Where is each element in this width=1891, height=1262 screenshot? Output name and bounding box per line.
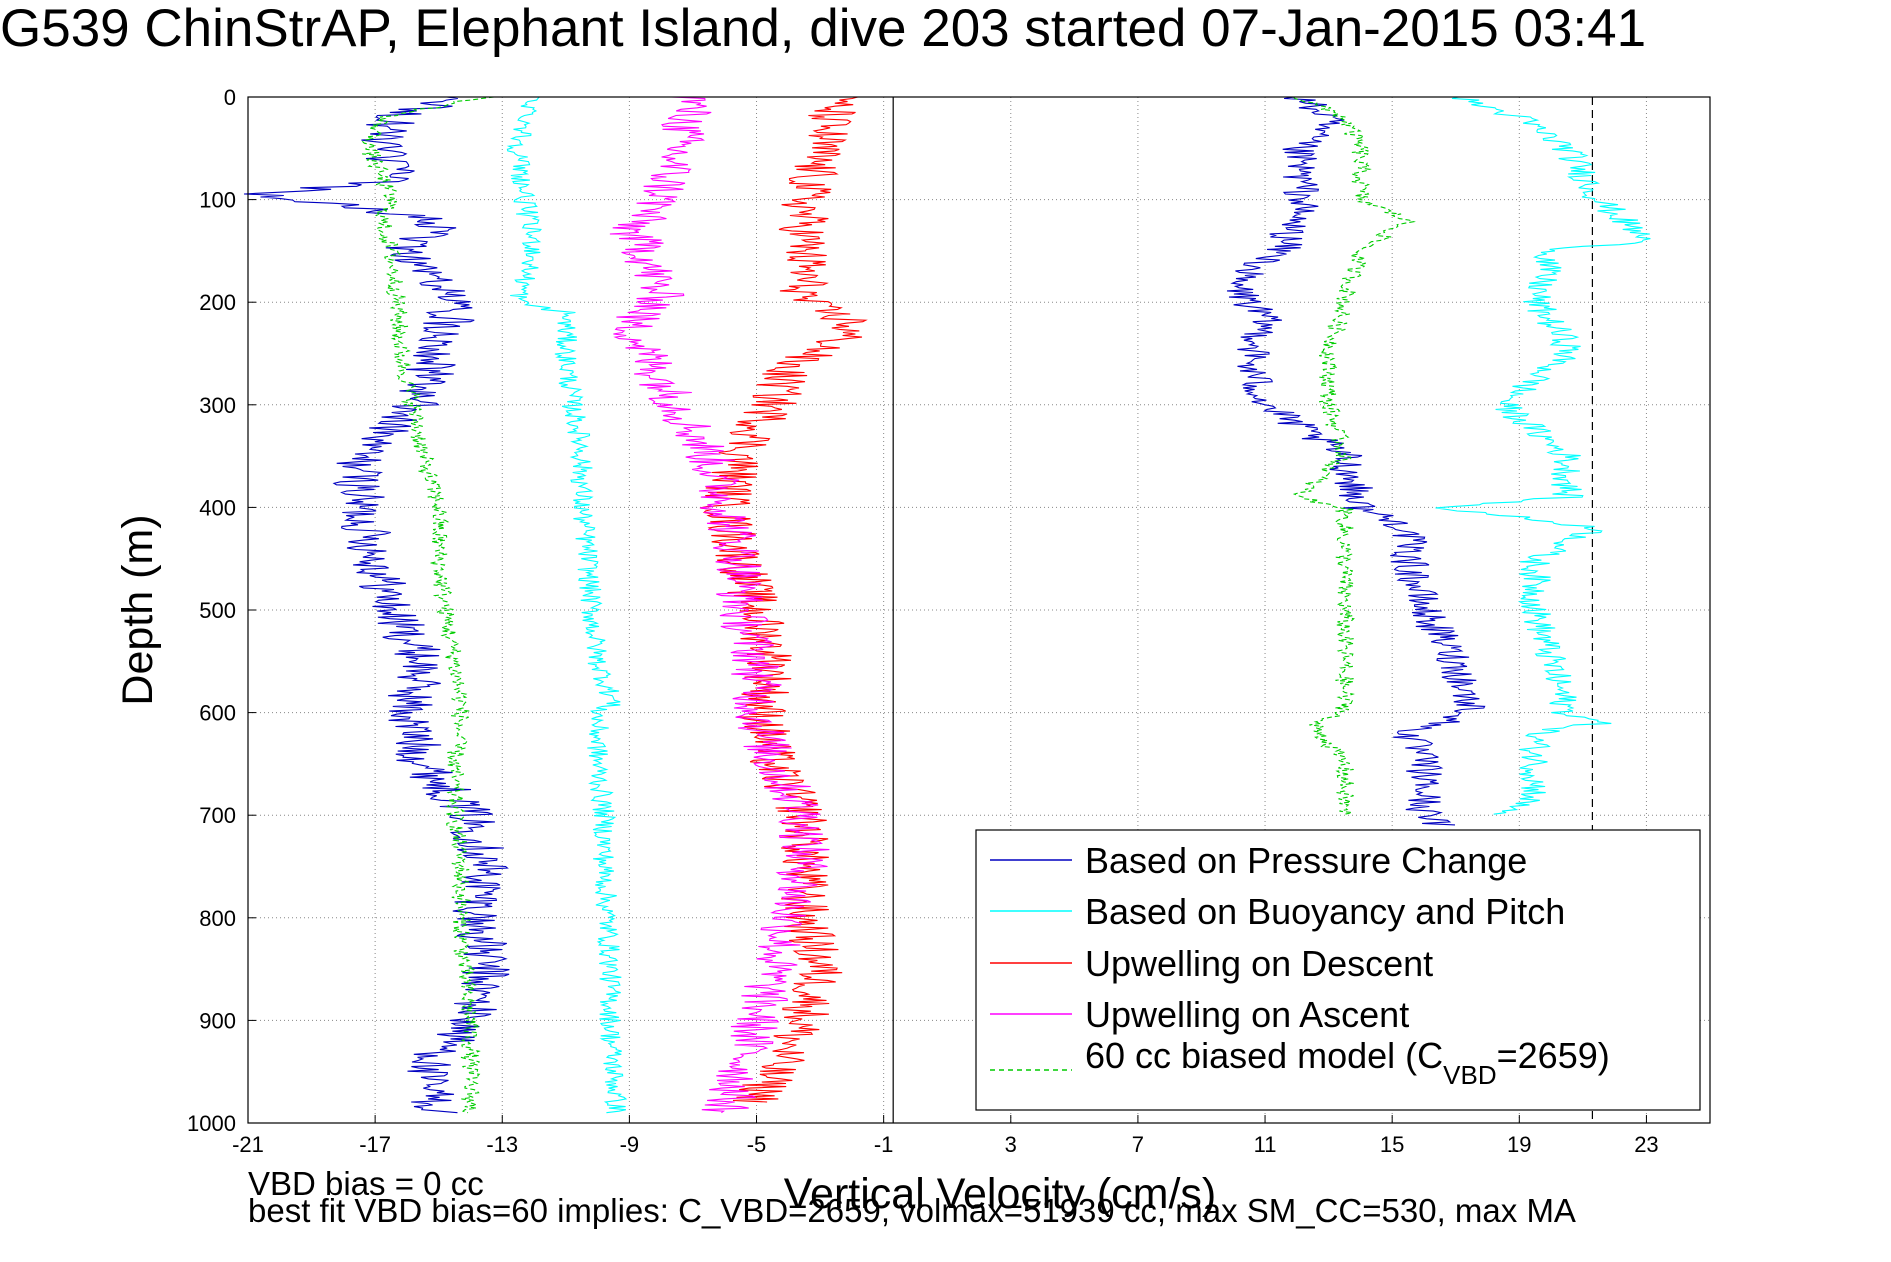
reference-lines bbox=[892, 97, 1594, 1123]
series-line-model bbox=[1292, 96, 1416, 815]
x-tick-label: -21 bbox=[232, 1132, 264, 1157]
y-tick-label: 800 bbox=[199, 906, 236, 931]
x-tick-label: -17 bbox=[359, 1132, 391, 1157]
best-fit-note: best fit VBD bias=60 implies: C_VBD=2659… bbox=[248, 1192, 1576, 1229]
x-tick-label: -5 bbox=[747, 1132, 767, 1157]
x-tick-label: 19 bbox=[1507, 1132, 1531, 1157]
series-line-pressure bbox=[243, 96, 510, 1114]
series-line-descent bbox=[699, 96, 868, 1103]
x-tick-label: -9 bbox=[620, 1132, 640, 1157]
y-tick-label: 900 bbox=[199, 1008, 236, 1033]
legend-label-buoyancy: Based on Buoyancy and Pitch bbox=[1085, 891, 1565, 932]
x-tick-label: -13 bbox=[486, 1132, 518, 1157]
legend-box bbox=[975, 829, 1701, 1111]
y-tick-label: 200 bbox=[199, 290, 236, 315]
x-tick-label: 3 bbox=[1005, 1132, 1017, 1157]
series-line-buoyancy bbox=[1435, 96, 1651, 815]
vbd-bias-note: VBD bias = 0 cc bbox=[248, 1165, 484, 1202]
x-tick-label: 15 bbox=[1380, 1132, 1404, 1157]
y-tick-label: 0 bbox=[224, 85, 236, 110]
y-tick-label: 100 bbox=[199, 188, 236, 213]
legend-label-pressure: Based on Pressure Change bbox=[1085, 840, 1527, 881]
series-line-model bbox=[361, 96, 495, 1114]
legend-label-descent: Upwelling on Descent bbox=[1085, 943, 1433, 984]
x-tick-label: 11 bbox=[1254, 1132, 1277, 1157]
y-tick-label: 400 bbox=[199, 495, 236, 520]
x-tick-label: 7 bbox=[1132, 1132, 1144, 1157]
x-tick-label: -1 bbox=[874, 1132, 894, 1157]
legend-label-model: 60 cc biased model (CVBD=2659) bbox=[1085, 1035, 1610, 1090]
footer-notes: VBD bias = 0 cc best fit VBD bias=60 imp… bbox=[248, 1165, 1576, 1229]
legend-model-subscript: VBD bbox=[1443, 1060, 1496, 1090]
x-axis-label: Vertical Velocity (cm/s) bbox=[784, 1170, 1217, 1218]
y-tick-label: 300 bbox=[199, 393, 236, 418]
legend-model-suffix: =2659) bbox=[1497, 1035, 1610, 1076]
legend-model-prefix: 60 cc biased model (C bbox=[1085, 1035, 1443, 1076]
y-tick-label: 700 bbox=[199, 803, 236, 828]
y-tick-label: 1000 bbox=[187, 1111, 236, 1136]
legend-label-ascent: Upwelling on Ascent bbox=[1085, 994, 1409, 1035]
x-tick-label: 23 bbox=[1634, 1132, 1658, 1157]
y-tick-label: 500 bbox=[199, 598, 236, 623]
series-line-ascent bbox=[609, 96, 830, 1114]
legend: Based on Pressure Change Based on Buoyan… bbox=[975, 829, 1701, 1111]
chart-title: G539 ChinStrAP, Elephant Island, dive 20… bbox=[0, 0, 1647, 58]
axis-ticks: -21 -17 -13 -9 -5 -1 3 7 11 15 19 23010020030040050… bbox=[187, 85, 1659, 1157]
series-group bbox=[243, 96, 1651, 1114]
y-tick-label: 600 bbox=[199, 701, 236, 726]
y-axis-label: Depth (m) bbox=[114, 514, 162, 705]
series-line-buoyancy bbox=[506, 96, 628, 1114]
